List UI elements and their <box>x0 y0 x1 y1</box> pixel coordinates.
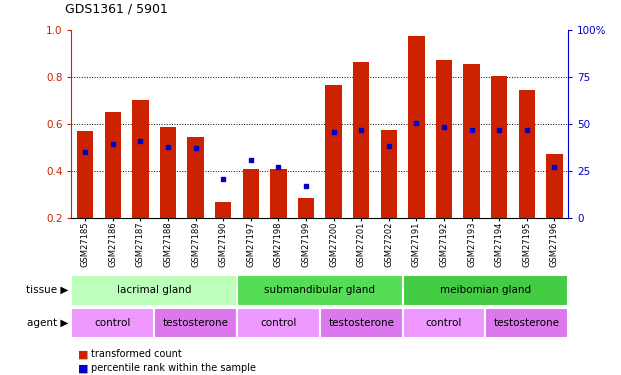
Text: testosterone: testosterone <box>163 318 229 328</box>
Bar <box>71 275 237 306</box>
Bar <box>353 62 369 217</box>
Text: testosterone: testosterone <box>329 318 394 328</box>
Bar <box>160 127 176 218</box>
Text: ■: ■ <box>78 363 88 373</box>
Text: percentile rank within the sample: percentile rank within the sample <box>91 363 256 373</box>
Bar <box>243 170 259 217</box>
Bar <box>519 90 535 218</box>
Bar <box>237 308 320 338</box>
Text: control: control <box>426 318 462 328</box>
Text: testosterone: testosterone <box>494 318 560 328</box>
Bar <box>154 308 237 338</box>
Text: lacrimal gland: lacrimal gland <box>117 285 191 295</box>
Bar <box>188 136 204 218</box>
Text: control: control <box>94 318 131 328</box>
Bar <box>325 85 342 218</box>
Bar <box>402 308 486 338</box>
Text: control: control <box>260 318 297 328</box>
Text: ■: ■ <box>78 350 88 359</box>
Bar <box>132 100 148 218</box>
Bar <box>408 36 425 218</box>
Text: submandibular gland: submandibular gland <box>265 285 375 295</box>
Bar <box>436 60 452 217</box>
Bar <box>215 202 232 217</box>
Text: transformed count: transformed count <box>91 350 182 359</box>
Bar <box>463 64 480 217</box>
Bar <box>546 154 563 218</box>
Bar <box>71 308 154 338</box>
Text: agent ▶: agent ▶ <box>27 318 68 328</box>
Bar <box>381 130 397 218</box>
Text: tissue ▶: tissue ▶ <box>26 285 68 295</box>
Text: GDS1361 / 5901: GDS1361 / 5901 <box>65 2 168 15</box>
Text: meibomian gland: meibomian gland <box>440 285 531 295</box>
Bar <box>77 131 94 218</box>
Bar <box>320 308 402 338</box>
Bar <box>402 275 568 306</box>
Bar <box>237 275 402 306</box>
Bar <box>491 76 507 217</box>
Bar <box>104 112 121 218</box>
Bar <box>486 308 568 338</box>
Bar <box>297 198 314 217</box>
Bar <box>270 170 287 217</box>
